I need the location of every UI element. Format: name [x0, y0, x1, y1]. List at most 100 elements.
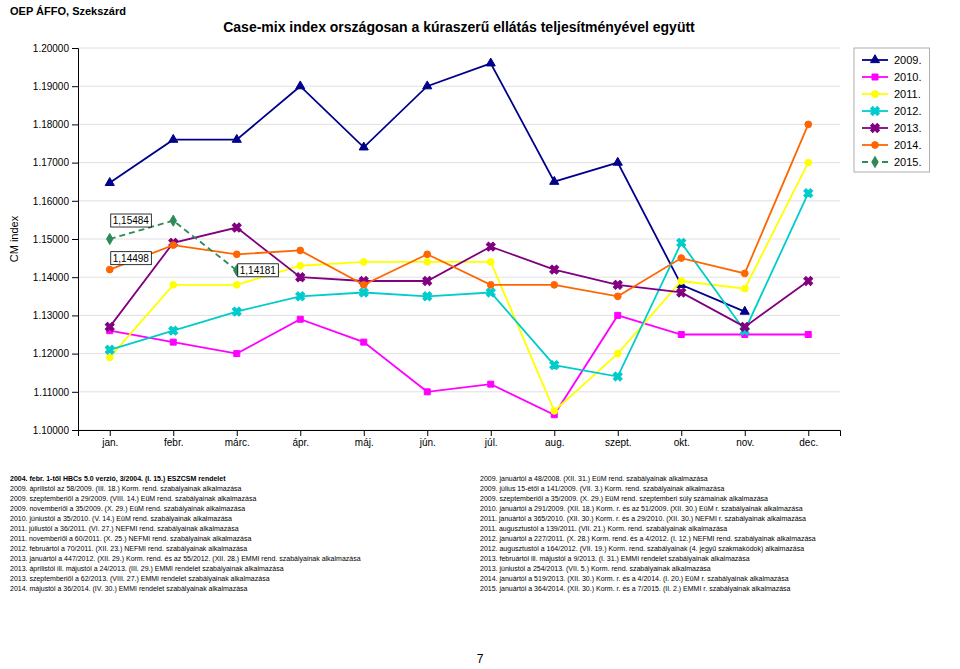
series-marker: [548, 358, 561, 371]
grid-line: [78, 200, 840, 201]
x-tick-mark: [300, 430, 301, 436]
series-line: [110, 221, 237, 271]
series: [106, 159, 811, 414]
x-tick-label: júl.: [484, 437, 498, 448]
page-number: 7: [477, 652, 484, 666]
x-tick: febr.: [164, 430, 183, 448]
y-tick-label: 1.15000: [33, 234, 70, 245]
legend-item: 2010.: [862, 71, 922, 83]
legend-marker: [870, 55, 879, 63]
x-tick-mark: [491, 430, 492, 436]
footer-line: 2014. májustól a 36/2014. (IV. 30.) EMMI…: [10, 585, 248, 593]
x-tick-label: márc.: [225, 437, 250, 448]
x-tick-label: aug.: [545, 437, 564, 448]
series-marker: [741, 285, 748, 292]
series-marker: [294, 270, 307, 283]
legend-item: 2011.: [862, 88, 921, 100]
legend-item: 2014.: [862, 139, 922, 151]
footer-line: 2012. januártól a 227/2011. (X. 28.) Kor…: [480, 535, 816, 543]
series-marker: [232, 134, 241, 142]
legend: 2009.2010.2011.2012.2013.2014.2015.: [854, 48, 930, 172]
series-line: [110, 228, 809, 327]
series-marker: [167, 324, 180, 337]
grid-line: [78, 86, 840, 87]
series-marker: [170, 215, 176, 226]
x-tick-mark: [618, 430, 619, 436]
series-marker: [296, 81, 305, 89]
x-tick: szept.: [605, 430, 632, 448]
footer-line: 2013. januártól a 447/2012. (XII. 29.) K…: [10, 555, 361, 563]
series-marker: [551, 408, 558, 415]
footer-line: 2012. augusztustól a 164/2012. (VII. 19.…: [480, 545, 804, 553]
annotation: 1,15484: [111, 214, 152, 227]
y-tick-mark: [72, 392, 78, 393]
legend-label: 2013.: [894, 122, 922, 134]
y-tick: 1.18000: [33, 119, 78, 130]
legend-item: 2015.: [862, 156, 922, 168]
series-marker: [359, 142, 368, 150]
x-tick-label: dec.: [799, 437, 818, 448]
footer-line: 2011. júliustól a 36/2011. (VI. 27.) NEF…: [10, 525, 239, 533]
y-tick-label: 1.20000: [33, 43, 70, 54]
y-tick-mark: [72, 315, 78, 316]
y-tick-mark: [72, 86, 78, 87]
legend-label: 2011.: [894, 88, 921, 100]
series-marker: [421, 290, 434, 303]
x-tick: aug.: [545, 430, 564, 448]
series-marker: [613, 157, 622, 165]
y-tick: 1.11000: [34, 387, 78, 398]
series-marker: [550, 176, 559, 184]
annotation-text: 1,15484: [113, 215, 150, 226]
series-marker: [297, 262, 304, 269]
series-marker: [170, 242, 177, 249]
y-tick-label: 1.18000: [33, 119, 70, 130]
series-marker: [548, 263, 561, 276]
grid-line: [78, 391, 840, 392]
series-marker: [170, 339, 176, 345]
series-marker: [611, 278, 624, 291]
x-tick-label: jan.: [101, 437, 118, 448]
legend-marker: [872, 91, 879, 98]
y-tick: 1.14000: [33, 272, 78, 283]
x-tick-mark: [681, 430, 682, 436]
legend-item: 2012.: [862, 104, 922, 117]
footer-line: 2015. januártól a 364/2014. (XII. 30.) K…: [480, 585, 791, 593]
footer-line: 2014. januártól a 519/2013. (XII. 30.) K…: [480, 575, 789, 583]
series-marker: [488, 381, 494, 387]
series: [107, 215, 240, 276]
y-tick-mark: [72, 48, 78, 49]
footer-line: 2004. febr. 1-től HBCs 5.0 verzió, 3/200…: [10, 475, 226, 483]
legend-label: 2012.: [894, 105, 922, 117]
y-tick-label: 1.14000: [33, 272, 70, 283]
series-marker: [486, 58, 495, 66]
y-tick-label: 1.11000: [34, 387, 70, 398]
y-tick-mark: [72, 239, 78, 240]
legend-marker: [872, 156, 878, 167]
x-tick-label: nov.: [736, 437, 754, 448]
series-marker: [421, 274, 434, 287]
series: [107, 312, 812, 417]
annotation-box: [111, 214, 152, 227]
series-marker: [675, 236, 688, 249]
y-axis-line: [72, 49, 79, 431]
series-marker: [738, 320, 751, 333]
y-tick-label: 1.19000: [33, 81, 70, 92]
x-tick-mark: [745, 430, 746, 436]
annotation-box: [238, 264, 279, 277]
footer-line: 2011. novemberiől a 60/2011. (X. 25.) NE…: [10, 535, 251, 543]
series-marker: [170, 281, 177, 288]
plot: 1.100001.110001.120001.130001.140001.150…: [33, 43, 841, 448]
footer-line: 2013. februártól ill. májustól a 9/2013.…: [480, 555, 750, 563]
x-tick-label: febr.: [164, 437, 183, 448]
series-marker: [740, 306, 749, 314]
footer-line: 2010. júniustól a 35/2010. (V. 14.) EüM …: [10, 515, 232, 523]
series-marker: [611, 370, 624, 383]
x-tick-mark: [808, 430, 809, 436]
y-tick-mark: [72, 124, 78, 125]
marks: [103, 58, 815, 418]
footer: 2004. febr. 1-től HBCs 5.0 verzió, 3/200…: [10, 475, 361, 593]
series-marker: [103, 320, 116, 333]
x-axis: jan.febr.márc.ápr.máj.jún.júl.aug.szept.…: [79, 430, 841, 448]
annotations: 1,144981,154841,14181: [111, 214, 279, 277]
series-marker: [233, 251, 240, 258]
